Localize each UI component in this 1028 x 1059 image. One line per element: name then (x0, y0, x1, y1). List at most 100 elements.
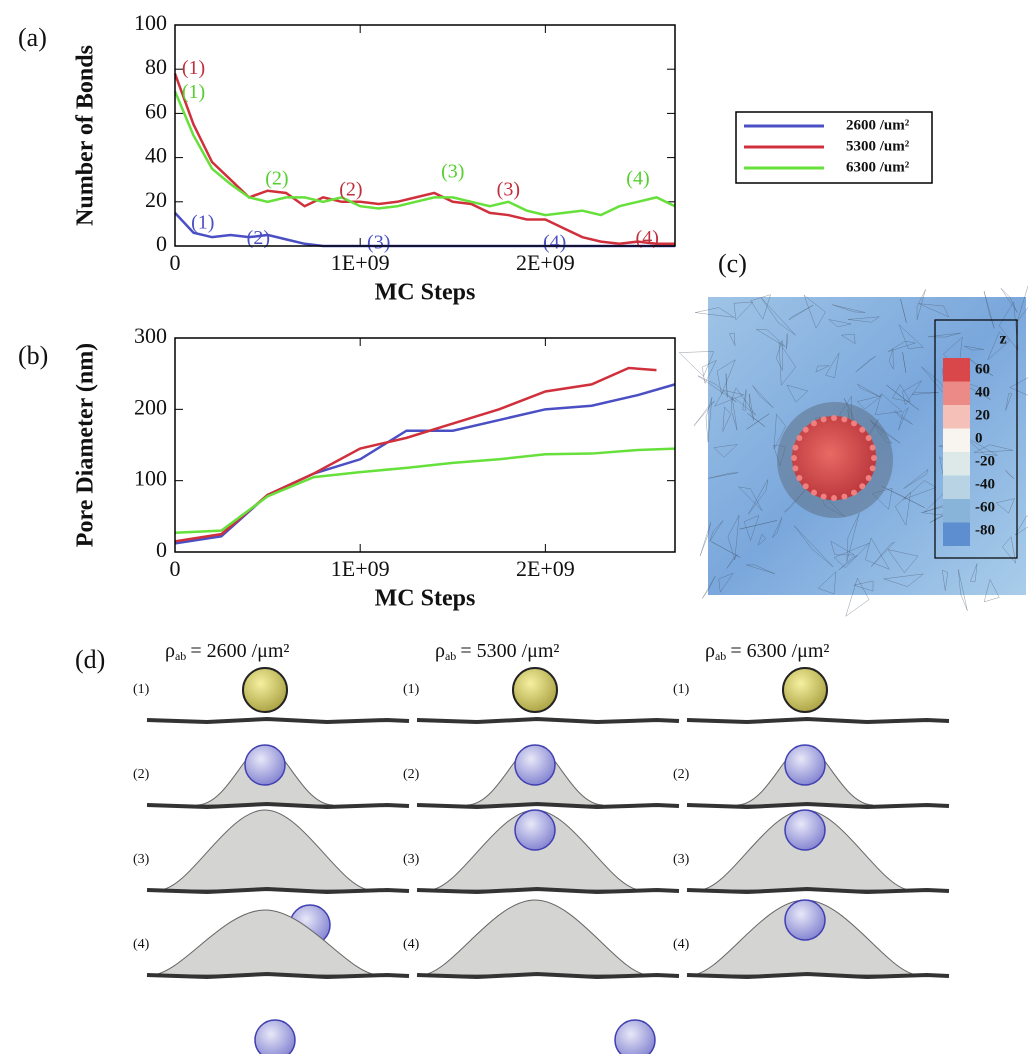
column-header: ρab = 2600 /μm² (165, 640, 289, 663)
particle (784, 809, 826, 851)
mesh-edge (702, 575, 716, 599)
subscript: ab (445, 649, 456, 663)
mesh-edge (864, 537, 890, 570)
annotation: (3) (367, 231, 390, 253)
mesh-edge (713, 444, 739, 458)
y-tick-label: 60 (145, 98, 167, 123)
mesh-edge (716, 359, 736, 396)
membrane-bump (158, 809, 372, 891)
plot-frame (174, 24, 676, 247)
mesh-edge (757, 533, 767, 547)
colorbar-cell (943, 522, 970, 546)
receptor (841, 493, 848, 500)
colorbar-cell (943, 428, 970, 452)
mesh-edge (752, 385, 774, 408)
mesh-edge (995, 498, 1015, 514)
mesh-edge (883, 573, 925, 587)
receptor (831, 495, 837, 501)
y-tick-label: 100 (134, 10, 167, 35)
receptor (865, 435, 872, 441)
mesh-edge (733, 301, 754, 321)
mesh-edge (750, 294, 771, 320)
mesh-edge (887, 549, 919, 574)
mesh-edge (894, 410, 913, 425)
subscript: ab (175, 649, 186, 663)
row-label: (4) (403, 937, 420, 952)
receptor (792, 465, 799, 472)
mesh-edge (892, 384, 912, 403)
mesh-edge (773, 413, 787, 450)
mesh-edge (788, 304, 814, 321)
column-header: ρab = 6300 /μm² (705, 640, 829, 663)
row-label: (2) (133, 767, 150, 782)
membrane (416, 971, 680, 980)
panel-label: (c) (718, 249, 747, 278)
colorbar-tick: -60 (975, 499, 995, 515)
x-tick-label: 0 (170, 250, 181, 275)
receptor (859, 483, 866, 490)
row-label: (3) (133, 852, 150, 867)
y-tick-label: 300 (134, 323, 167, 348)
mesh-edge (927, 332, 961, 338)
x-tick-label: 1E+09 (331, 250, 390, 275)
receptor (869, 465, 876, 472)
mesh-edge (708, 472, 739, 479)
panel-c: (c) z 60 40 20 0 -20 -40 -60 -80 (678, 249, 1028, 617)
mesh-edge (970, 563, 978, 582)
mesh-edge (871, 541, 895, 567)
mesh-edge (786, 384, 809, 403)
mesh-edge (746, 413, 770, 430)
mesh-edge (727, 514, 740, 560)
mesh-edge (874, 393, 903, 415)
colorbar-cell (943, 475, 970, 499)
row-label: (4) (133, 937, 150, 952)
receptor (851, 420, 857, 427)
mesh-edge (709, 520, 724, 542)
panel-label: (a) (18, 23, 47, 52)
mesh-edge (900, 298, 907, 323)
mesh-edge (725, 373, 728, 398)
mesh-edge (902, 351, 907, 373)
y-tick-label: 40 (145, 143, 167, 168)
mesh-edge (1000, 288, 1018, 313)
y-tick-label: 0 (156, 231, 167, 256)
data-line (173, 90, 676, 217)
particle (242, 667, 288, 713)
receptor (871, 455, 877, 461)
mesh-edge (958, 569, 968, 611)
data-line (174, 447, 676, 534)
membrane-bump (420, 899, 650, 976)
legend-label: 6300 /um² (846, 159, 910, 175)
mesh-edge (964, 345, 984, 351)
row-label: (1) (403, 682, 420, 697)
membrane (686, 716, 950, 725)
particle (614, 1019, 656, 1059)
receptor (820, 493, 827, 500)
membrane (686, 971, 950, 980)
annotation: (1) (191, 211, 214, 233)
mesh-edge (855, 356, 876, 373)
y-tick-label: 0 (156, 537, 167, 562)
annotation: (4) (626, 167, 649, 189)
x-tick-label: 0 (170, 556, 181, 581)
mesh-edge (775, 340, 783, 371)
panel-d: (d) ρab = 2600 /μm²(1)(2)(3)(4)ρab = 5300 /… (75, 640, 950, 1059)
particle (514, 744, 556, 786)
receptor (796, 475, 803, 481)
y-tick-label: 200 (134, 394, 167, 419)
membrane (146, 886, 410, 895)
receptor (811, 420, 817, 427)
annotation: (2) (339, 178, 362, 200)
mesh-edge (998, 301, 1019, 351)
membrane (146, 801, 410, 810)
row-label: (1) (133, 682, 150, 697)
mesh-edge (746, 564, 775, 574)
mesh-edge (748, 479, 769, 515)
membrane (416, 716, 680, 725)
annotation: (3) (497, 178, 520, 200)
colorbar-cell (943, 452, 970, 476)
y-tick-label: 80 (145, 54, 167, 79)
colorbar-tick: -80 (975, 522, 995, 538)
row-label: (4) (673, 937, 690, 952)
